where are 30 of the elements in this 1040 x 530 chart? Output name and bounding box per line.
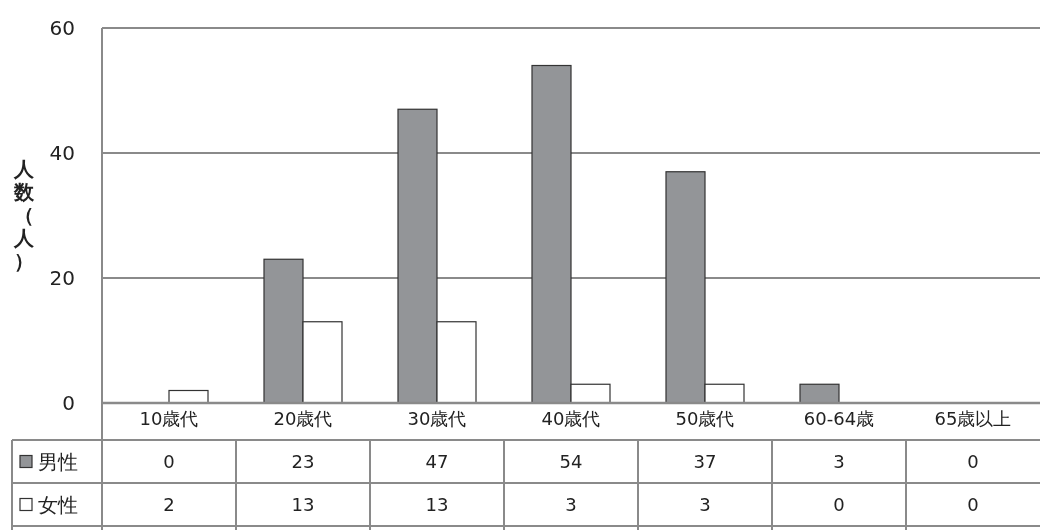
data-label: 13 [425,494,449,515]
data-label: 0 [967,451,979,472]
y-tick-label: 60 [49,16,75,40]
data-label: 0 [967,494,979,515]
bar [799,383,840,404]
data-label: 23 [291,451,315,472]
x-tick-label: 65歳以上 [934,407,1012,429]
ylabel: 人数（人） [14,157,34,273]
data-label: 2 [163,494,175,515]
x-tick-label: 60-64歳 [803,407,875,429]
x-tick-label: 10歳代 [139,407,199,429]
data-label: 3 [699,494,711,515]
data-label: 54 [559,451,583,472]
data-label: 47 [425,451,449,472]
x-tick-label: 30歳代 [407,407,467,429]
y-tick-label: 0 [62,391,75,415]
data-label: 3 [833,451,845,472]
x-tick-label: 50歳代 [675,407,735,429]
y-tick-label: 40 [49,141,75,165]
x-tick-label: 40歳代 [541,407,601,429]
data-label: 13 [291,494,315,515]
y-tick-label: 20 [49,266,75,290]
legend-label: 女性 [38,492,78,517]
bar [168,389,209,404]
data-label: 37 [693,451,717,472]
x-tick-label: 20歳代 [273,407,333,429]
data-label: 0 [833,494,845,515]
data-label: 3 [565,494,577,515]
data-label: 0 [163,451,175,472]
legend-label: 男性 [38,449,78,474]
